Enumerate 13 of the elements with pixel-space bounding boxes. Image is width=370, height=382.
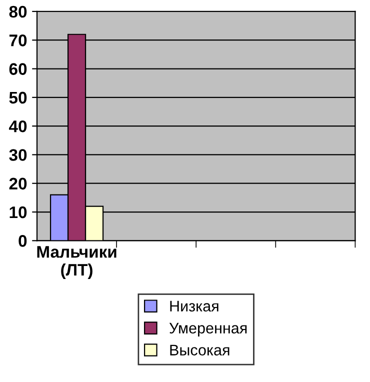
y-tick-label: 30 (9, 149, 27, 161)
y-tick-label: 20 (9, 178, 27, 190)
y-tick-label: 40 (8, 120, 27, 132)
legend-label: Умеренная (169, 322, 247, 337)
x-tick-label: Мальчики (ЛТ) (37, 246, 116, 280)
legend-label: Высокая (170, 344, 230, 356)
y-tick-label: 60 (9, 63, 27, 75)
y-tick-label: 50 (9, 92, 27, 104)
y-tick-label: 70 (9, 34, 27, 46)
y-tick-label: 0 (18, 235, 27, 247)
legend-label: Низкая (170, 300, 218, 312)
y-tick-label: 10 (10, 206, 27, 218)
y-tick-label: 80 (9, 6, 27, 18)
